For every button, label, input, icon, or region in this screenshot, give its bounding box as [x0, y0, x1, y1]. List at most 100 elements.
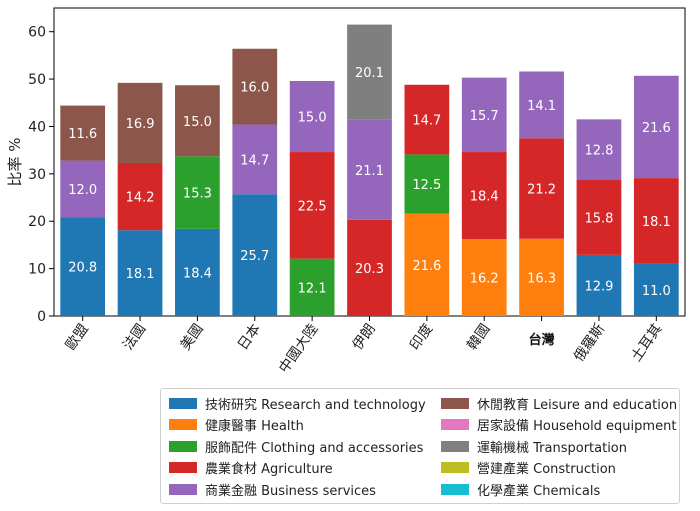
bar-segment — [232, 194, 278, 316]
bar-value-label: 12.0 — [68, 183, 97, 198]
bar-value-label: 22.5 — [298, 199, 327, 214]
x-tick-label: 法國 — [120, 321, 149, 353]
y-tick-label: 60 — [28, 25, 46, 41]
bar-segment — [60, 160, 106, 218]
legend-swatch — [441, 419, 469, 430]
y-axis-label: 比率 % — [6, 137, 24, 186]
bar-segment — [175, 228, 220, 316]
bar-value-label: 16.9 — [126, 117, 155, 132]
bar-value-label: 18.1 — [642, 215, 671, 230]
legend-label: 服飾配件 Clothing and accessories — [205, 440, 424, 456]
bar-segment — [347, 24, 392, 120]
bar-value-label: 12.9 — [584, 279, 613, 294]
bar-value-label: 12.8 — [584, 144, 613, 159]
bar-value-label: 20.8 — [68, 261, 97, 276]
legend-label: 營建產業 Construction — [477, 462, 616, 477]
bar-segment — [232, 48, 278, 125]
bar-value-label: 15.7 — [470, 109, 499, 124]
legend-item: 運輸機械 Transportation — [441, 438, 627, 456]
bar-segment — [60, 105, 106, 161]
x-tick-label-highlight: 台灣 — [529, 332, 555, 348]
bar-segment — [289, 80, 335, 153]
legend-swatch — [169, 419, 197, 430]
bar-segment — [175, 85, 220, 157]
y-tick-label: 40 — [28, 119, 46, 135]
y-tick-label: 30 — [28, 167, 46, 183]
bar-value-label: 12.5 — [412, 178, 441, 193]
legend-swatch — [441, 462, 469, 473]
legend-item: 服飾配件 Clothing and accessories — [169, 438, 424, 456]
bar-value-label: 15.0 — [183, 115, 212, 130]
bar-value-label: 16.3 — [527, 271, 556, 286]
bar-value-label: 16.0 — [240, 81, 269, 96]
legend-item: 農業食材 Agriculture — [169, 460, 333, 477]
bar-segment — [404, 84, 450, 155]
legend-item: 居家設備 Household equipment — [441, 417, 677, 434]
bar-value-label: 18.4 — [470, 190, 499, 205]
legend-item: 商業金融 Business services — [169, 481, 376, 499]
legend-swatch — [169, 397, 197, 409]
legend-swatch — [169, 462, 197, 473]
bar-segment — [633, 178, 679, 264]
y-tick-label: 20 — [28, 214, 46, 230]
bar-value-label: 14.7 — [412, 114, 441, 129]
bar-segment — [347, 119, 392, 220]
chart-legend: 技術研究 Research and technology 健康醫事 Health 服… — [160, 388, 680, 504]
bar-segment — [461, 152, 507, 240]
x-tick-label: 伊朗 — [350, 321, 379, 353]
bar-segment — [117, 230, 163, 316]
bar-segment — [461, 239, 507, 316]
legend-item: 健康醫事 Health — [169, 417, 304, 434]
bar-segment — [117, 82, 163, 163]
bar-value-label: 14.7 — [240, 153, 269, 168]
bar-value-label: 15.8 — [584, 211, 613, 226]
legend-swatch — [441, 483, 469, 495]
bar-segment — [461, 77, 507, 153]
bar-segment — [633, 263, 679, 316]
bar-value-label: 21.1 — [355, 164, 384, 179]
x-tick-label: 日本 — [235, 321, 264, 353]
legend-item: 休閒教育 Leisure and education — [441, 395, 678, 413]
legend-label: 農業食材 Agriculture — [205, 462, 333, 477]
legend-label: 健康醫事 Health — [205, 419, 304, 434]
bar-segment — [117, 162, 163, 231]
legend-swatch — [169, 440, 197, 452]
legend-label: 化學產業 Chemicals — [477, 483, 601, 499]
bar-value-label: 11.0 — [642, 284, 671, 299]
bar-value-label: 21.2 — [527, 183, 556, 198]
bar-segment — [232, 124, 278, 195]
bar-value-label: 20.3 — [355, 262, 384, 277]
bar-value-label: 11.6 — [68, 127, 97, 142]
legend-item: 營建產業 Construction — [441, 460, 616, 477]
y-tick-label: 10 — [28, 262, 46, 278]
bar-value-label: 21.6 — [642, 121, 671, 136]
bar-segment — [175, 156, 220, 229]
bar-segment — [60, 217, 106, 316]
legend-label: 休閒教育 Leisure and education — [477, 397, 678, 413]
x-tick-label: 韓國 — [464, 321, 493, 353]
bar-segment — [289, 152, 335, 259]
legend-item: 化學產業 Chemicals — [441, 481, 601, 499]
y-tick-label: 50 — [28, 72, 46, 88]
x-tick-label: 歐盟 — [63, 321, 92, 353]
bar-value-label: 20.1 — [355, 66, 384, 81]
bar-segment — [633, 75, 679, 179]
bar-segment — [289, 258, 335, 316]
legend-label: 商業金融 Business services — [205, 483, 376, 499]
bar-value-label: 16.2 — [470, 272, 499, 287]
bar-value-label: 15.3 — [183, 187, 212, 202]
bar-value-label: 25.7 — [240, 249, 269, 264]
bar-segment — [576, 119, 622, 181]
legend-label: 居家設備 Household equipment — [477, 419, 677, 434]
bar-segment — [576, 254, 622, 316]
bar-value-label: 18.4 — [183, 266, 212, 281]
bar-segment — [519, 71, 564, 139]
legend-label: 技術研究 Research and technology — [205, 397, 426, 413]
bar-value-label: 18.1 — [126, 267, 155, 282]
bar-value-label: 14.1 — [527, 99, 556, 114]
x-tick-label: 美國 — [178, 321, 207, 353]
bar-segment — [404, 213, 450, 316]
bar-value-label: 14.2 — [126, 191, 155, 206]
bar-segment — [347, 219, 392, 316]
